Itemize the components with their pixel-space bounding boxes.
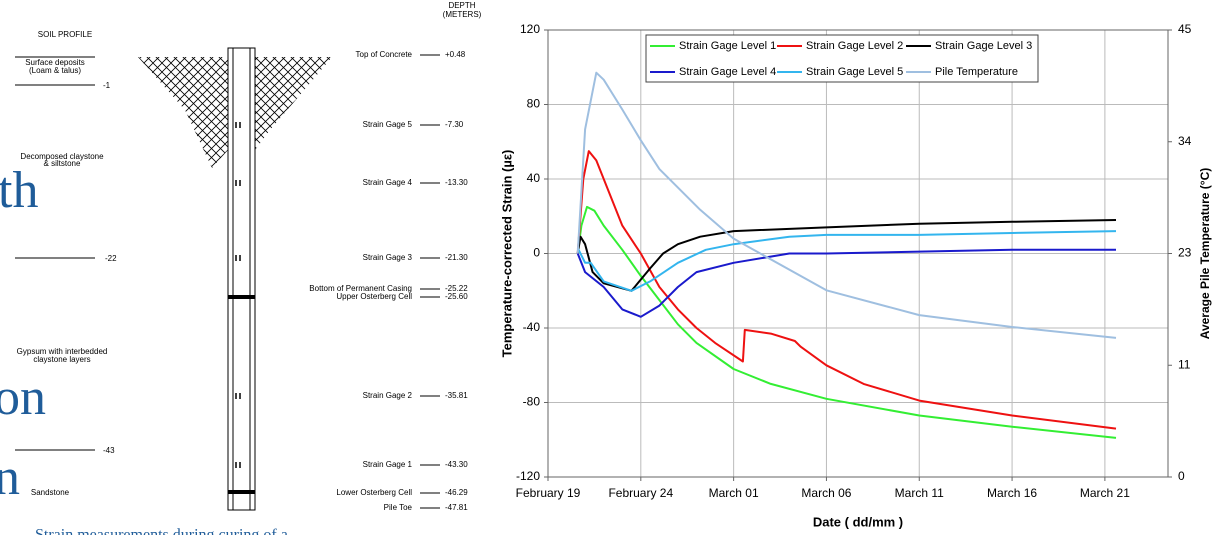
y-axis-title: Temperature-corrected Strain (µε) bbox=[499, 150, 514, 358]
x-tick-label: February 19 bbox=[516, 486, 581, 500]
slide-caption: Strain measurements during curing of a bbox=[35, 527, 288, 535]
legend-label: Strain Gage Level 4 bbox=[679, 66, 776, 78]
pile bbox=[227, 47, 256, 511]
plot-frame bbox=[547, 29, 1169, 478]
level-depth: -25.60 bbox=[445, 292, 468, 301]
legend-label: Strain Gage Level 1 bbox=[679, 40, 776, 52]
layer-label: Surface deposits bbox=[25, 58, 85, 67]
legend-label: Strain Gage Level 5 bbox=[806, 66, 903, 78]
layer-label: Decomposed claystone bbox=[20, 152, 104, 161]
series-line bbox=[576, 71, 1117, 339]
series-line bbox=[576, 150, 1117, 430]
level-depth: -7.30 bbox=[445, 120, 464, 129]
y2-tick-label: 45 bbox=[1178, 22, 1192, 36]
gage-marks bbox=[235, 122, 241, 468]
y-tick-label: -40 bbox=[523, 320, 541, 334]
depth-header: DEPTH bbox=[448, 1, 475, 10]
y2-tick-label: 11 bbox=[1178, 357, 1191, 371]
x-tick-label: March 16 bbox=[987, 486, 1037, 500]
level-label: Strain Gage 1 bbox=[363, 460, 413, 469]
layer-depth: -22 bbox=[105, 254, 117, 263]
level-label: Lower Osterberg Cell bbox=[336, 488, 412, 497]
y-tick-label: -80 bbox=[523, 395, 541, 409]
chart: -120 -80 -40 0 40 80 120 February 19 February 24… bbox=[499, 22, 1212, 529]
osterberg-cell bbox=[228, 490, 255, 494]
level-label: Bottom of Permanent Casing bbox=[309, 284, 412, 293]
depth-levels: Top of Concrete +0.48 Strain Gage 5 -7.30 St… bbox=[309, 50, 468, 512]
legend-label: Strain Gage Level 3 bbox=[935, 40, 1032, 52]
level-depth: -43.30 bbox=[445, 460, 468, 469]
soil-diagram: SOIL PROFILE Surface deposits (Loam & ta… bbox=[0, 1, 482, 535]
level-depth: +0.48 bbox=[445, 50, 466, 59]
y-tick-label: 80 bbox=[527, 97, 541, 111]
osterberg-cell bbox=[228, 295, 255, 299]
legend-box bbox=[645, 34, 1039, 83]
slide-text: th bbox=[0, 162, 38, 219]
y2-tick-label: 0 bbox=[1178, 469, 1185, 483]
x-tick-label: February 24 bbox=[608, 486, 673, 500]
level-label: Strain Gage 3 bbox=[363, 253, 413, 262]
layer-label: Sandstone bbox=[31, 488, 70, 497]
soil-title: SOIL PROFILE bbox=[38, 30, 92, 39]
layer-label: (Loam & talus) bbox=[29, 66, 81, 75]
level-label: Strain Gage 4 bbox=[363, 178, 413, 187]
x-tick-label: March 21 bbox=[1080, 486, 1130, 500]
depth-header: (METERS) bbox=[443, 10, 482, 19]
level-label: Strain Gage 5 bbox=[363, 120, 413, 129]
level-label: Strain Gage 2 bbox=[363, 391, 413, 400]
level-label: Pile Toe bbox=[384, 503, 413, 512]
legend-label: Pile Temperature bbox=[935, 66, 1018, 78]
series-line bbox=[576, 230, 1117, 292]
slide-text: on bbox=[0, 369, 46, 426]
level-depth: -46.29 bbox=[445, 488, 468, 497]
x-tick-label: March 06 bbox=[801, 486, 851, 500]
series-line bbox=[576, 205, 1117, 439]
level-label: Upper Osterberg Cell bbox=[336, 292, 412, 301]
level-depth: -21.30 bbox=[445, 253, 468, 262]
level-depth: -47.81 bbox=[445, 503, 468, 512]
layer-depth: -43 bbox=[103, 446, 115, 455]
layer-label: Gypsum with interbedded bbox=[17, 347, 108, 356]
y-tick-label: 120 bbox=[520, 22, 540, 36]
level-depth: -35.81 bbox=[445, 391, 468, 400]
slide-text: n bbox=[0, 449, 20, 506]
series-line bbox=[576, 248, 1116, 318]
hatching bbox=[138, 57, 228, 168]
layer-label: & siltstone bbox=[44, 159, 81, 168]
legend-label: Strain Gage Level 2 bbox=[806, 40, 903, 52]
x-tick-label: March 01 bbox=[709, 486, 759, 500]
x-axis-title: Date ( dd/mm ) bbox=[813, 514, 903, 529]
level-depth: -13.30 bbox=[445, 178, 468, 187]
series-line bbox=[576, 219, 1117, 292]
y-tick-label: 40 bbox=[527, 171, 541, 185]
hatching bbox=[255, 57, 332, 150]
y-tick-label: -120 bbox=[516, 469, 540, 483]
y-tick-label: 0 bbox=[533, 246, 540, 260]
level-depth: -25.22 bbox=[445, 284, 468, 293]
layer-label: claystone layers bbox=[33, 355, 90, 364]
y2-tick-label: 34 bbox=[1178, 134, 1192, 148]
y2-tick-label: 23 bbox=[1178, 246, 1192, 260]
layer-depth: -1 bbox=[103, 81, 111, 90]
x-tick-label: March 11 bbox=[895, 486, 944, 500]
level-label: Top of Concrete bbox=[356, 50, 413, 59]
y2-axis-title: Average Pile Temperature (°C) bbox=[1198, 168, 1212, 340]
